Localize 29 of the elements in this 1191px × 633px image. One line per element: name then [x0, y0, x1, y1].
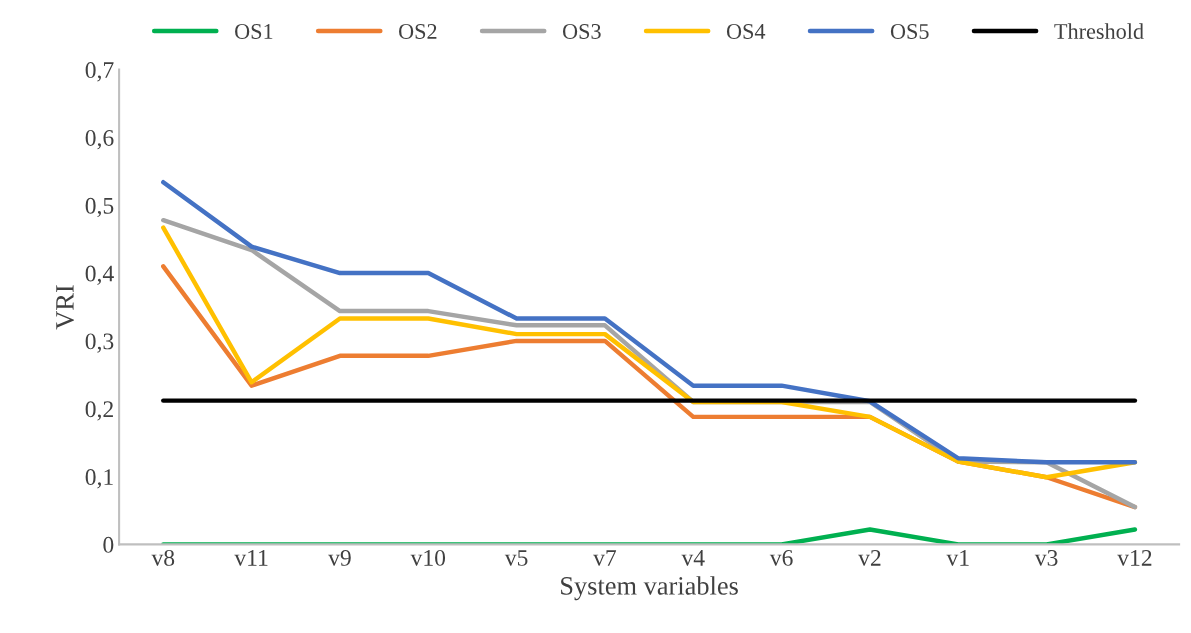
y-tick-label: 0	[103, 536, 114, 553]
y-tick-label: 0,1	[85, 469, 113, 489]
legend-label: OS1	[235, 24, 273, 39]
x-tick-label: v2	[858, 549, 881, 566]
x-tick-label: v12	[1117, 549, 1152, 566]
x-tick-label: v5	[504, 550, 528, 566]
y-tick-label: 0,6	[85, 129, 114, 150]
x-tick-label: v9	[328, 549, 351, 566]
x-tick-label: v1	[946, 550, 969, 566]
legend-label: OS2	[399, 24, 437, 39]
y-tick-label: 0,3	[85, 333, 114, 353]
y-tick-label: 0,7	[85, 62, 114, 82]
x-axis-title: System variables	[561, 576, 738, 601]
x-tick-label: v4	[681, 550, 705, 566]
legend-label: OS3	[562, 24, 601, 39]
legend-label: OS5	[890, 24, 929, 39]
legend-label: OS4	[726, 24, 766, 39]
x-tick-label: v8	[151, 549, 175, 566]
y-tick-label: 0,4	[85, 265, 114, 285]
y-axis-title: VRI	[56, 285, 74, 330]
x-tick-label: v6	[769, 549, 793, 566]
x-tick-label: v11	[234, 550, 268, 566]
x-tick-label: v10	[410, 549, 446, 566]
x-tick-label: v7	[593, 550, 617, 566]
y-tick-label: 0,5	[85, 197, 114, 218]
y-tick-label: 0,2	[85, 401, 113, 421]
line-series	[161, 179, 1138, 465]
legend-label: Threshold	[1054, 23, 1144, 39]
x-tick-label: v3	[1034, 549, 1058, 566]
